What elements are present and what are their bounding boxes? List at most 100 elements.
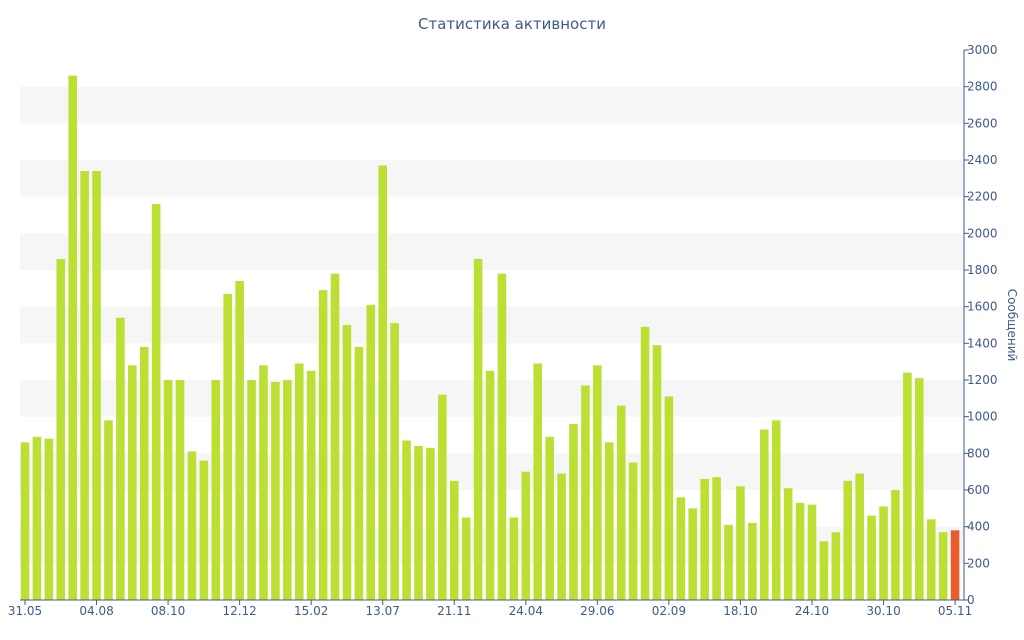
- bar-series: [20, 75, 960, 601]
- bar[interactable]: [116, 317, 125, 600]
- bar[interactable]: [604, 442, 614, 600]
- bar[interactable]: [187, 451, 197, 601]
- bar[interactable]: [235, 281, 244, 600]
- bar[interactable]: [938, 532, 948, 600]
- bar[interactable]: [783, 488, 793, 600]
- x-tick-label: 12.12: [222, 604, 256, 618]
- bar[interactable]: [283, 380, 292, 600]
- bar[interactable]: [44, 438, 54, 600]
- x-tick-label: 24.04: [509, 604, 543, 618]
- bar[interactable]: [521, 471, 531, 600]
- bar[interactable]: [92, 171, 101, 600]
- bar[interactable]: [330, 273, 340, 600]
- bar[interactable]: [139, 347, 149, 600]
- bar[interactable]: [712, 477, 721, 600]
- grid-band: [20, 160, 964, 197]
- y-tick-label: 600: [967, 483, 990, 497]
- bar[interactable]: [342, 325, 352, 600]
- bar[interactable]: [760, 429, 769, 601]
- bar[interactable]: [56, 259, 66, 600]
- bar[interactable]: [736, 486, 745, 600]
- bar[interactable]: [485, 370, 495, 600]
- bar[interactable]: [318, 290, 328, 600]
- bar[interactable]: [569, 424, 578, 600]
- bar[interactable]: [426, 447, 435, 600]
- bar[interactable]: [438, 394, 447, 600]
- bar[interactable]: [640, 326, 650, 600]
- x-tick-label: 21.11: [437, 604, 471, 618]
- x-tick-label: 24.10: [795, 604, 829, 618]
- bar[interactable]: [879, 506, 888, 601]
- x-tick-label: 31.05: [8, 604, 42, 618]
- bar[interactable]: [414, 446, 423, 600]
- bar[interactable]: [80, 171, 89, 600]
- bar[interactable]: [688, 508, 698, 600]
- bar[interactable]: [616, 405, 626, 600]
- bar[interactable]: [104, 420, 113, 600]
- bar[interactable]: [915, 378, 924, 600]
- y-tick-label: 200: [967, 556, 990, 570]
- bar[interactable]: [402, 440, 411, 601]
- bar[interactable]: [306, 370, 316, 600]
- bar[interactable]: [449, 480, 459, 600]
- bar[interactable]: [831, 532, 841, 600]
- x-tick-label: 04.08: [79, 604, 113, 618]
- bar[interactable]: [151, 204, 161, 600]
- y-tick-label: 800: [967, 446, 990, 460]
- bar[interactable]: [461, 517, 471, 601]
- bar[interactable]: [509, 517, 519, 601]
- bar[interactable]: [20, 442, 30, 600]
- x-tick-label: 05.11: [938, 604, 972, 618]
- y-tick-label: 2800: [967, 80, 998, 94]
- bar[interactable]: [68, 75, 77, 601]
- bar[interactable]: [175, 380, 185, 600]
- bar[interactable]: [199, 460, 209, 600]
- bar[interactable]: [652, 345, 662, 600]
- bar[interactable]: [354, 347, 364, 600]
- bar[interactable]: [163, 380, 173, 600]
- bar[interactable]: [390, 323, 399, 600]
- bar[interactable]: [867, 515, 876, 600]
- bar[interactable]: [628, 462, 638, 601]
- bar[interactable]: [593, 365, 602, 600]
- bar[interactable]: [366, 304, 376, 600]
- bar[interactable]: [128, 365, 137, 600]
- bar[interactable]: [855, 473, 864, 601]
- bar[interactable]: [664, 396, 674, 601]
- bar[interactable]: [581, 385, 590, 601]
- bar[interactable]: [926, 519, 936, 600]
- bar[interactable]: [211, 380, 221, 600]
- bar[interactable]: [259, 365, 268, 600]
- bar[interactable]: [724, 524, 733, 600]
- grid-band: [20, 86, 964, 124]
- bar[interactable]: [771, 420, 781, 600]
- x-tick-label: 08.10: [151, 604, 185, 618]
- bar[interactable]: [533, 363, 543, 601]
- bar[interactable]: [676, 497, 686, 600]
- bar[interactable]: [843, 480, 853, 600]
- bar[interactable]: [294, 363, 304, 601]
- x-tick-label: 29.06: [580, 604, 614, 618]
- bar[interactable]: [557, 473, 566, 601]
- bar[interactable]: [545, 436, 554, 600]
- y-tick-label: 2600: [967, 116, 998, 130]
- bar[interactable]: [271, 381, 280, 600]
- bar[interactable]: [819, 541, 829, 600]
- x-tick-label: 13.07: [366, 604, 400, 618]
- x-tick-label: 30.10: [866, 604, 900, 618]
- bar[interactable]: [223, 293, 233, 600]
- bar-current[interactable]: [950, 530, 960, 600]
- bar[interactable]: [497, 273, 507, 600]
- bar[interactable]: [891, 490, 900, 600]
- bar[interactable]: [700, 479, 709, 600]
- bar[interactable]: [807, 504, 817, 600]
- bar[interactable]: [32, 436, 42, 600]
- bar[interactable]: [795, 502, 805, 600]
- bar[interactable]: [748, 523, 757, 600]
- bar[interactable]: [247, 380, 256, 600]
- bar[interactable]: [378, 165, 388, 601]
- bar[interactable]: [903, 372, 912, 600]
- bar[interactable]: [473, 259, 483, 600]
- right-y-axis: 0 200 400 600 800 1000 1200 1400 1600 1800 2000 220…: [963, 43, 998, 607]
